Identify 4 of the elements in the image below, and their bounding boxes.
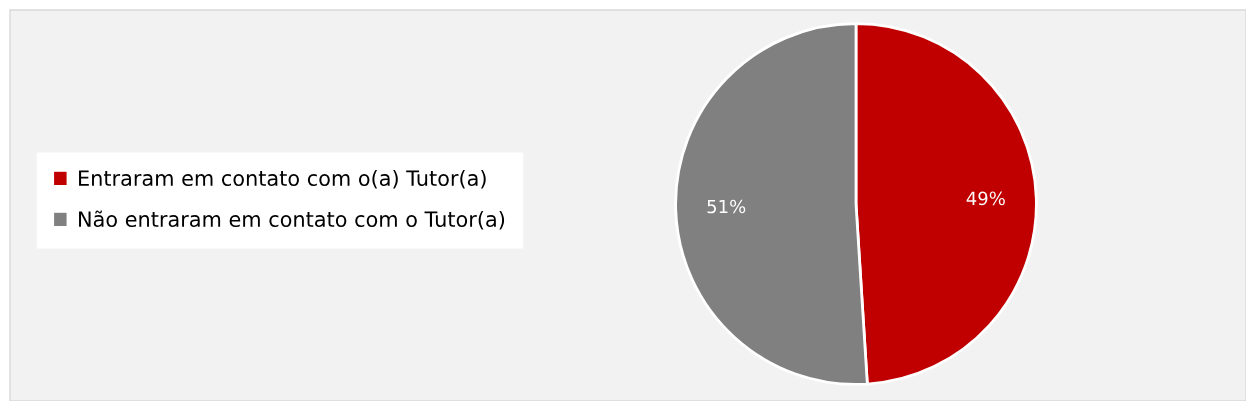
data-label: 49% (966, 191, 1005, 206)
legend-label: Não entraram em contato com o Tutor(a) (79, 210, 505, 230)
legend-label: Entraram em contato com o(a) Tutor(a) (79, 169, 486, 189)
data-label: 51% (707, 199, 746, 214)
